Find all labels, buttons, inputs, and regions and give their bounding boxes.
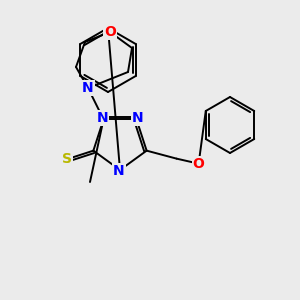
Text: N: N xyxy=(113,164,125,178)
Text: N: N xyxy=(97,111,108,125)
Text: N: N xyxy=(132,111,143,125)
Text: S: S xyxy=(62,152,72,166)
Text: N: N xyxy=(82,81,94,95)
Text: O: O xyxy=(104,25,116,39)
Text: O: O xyxy=(193,157,205,171)
